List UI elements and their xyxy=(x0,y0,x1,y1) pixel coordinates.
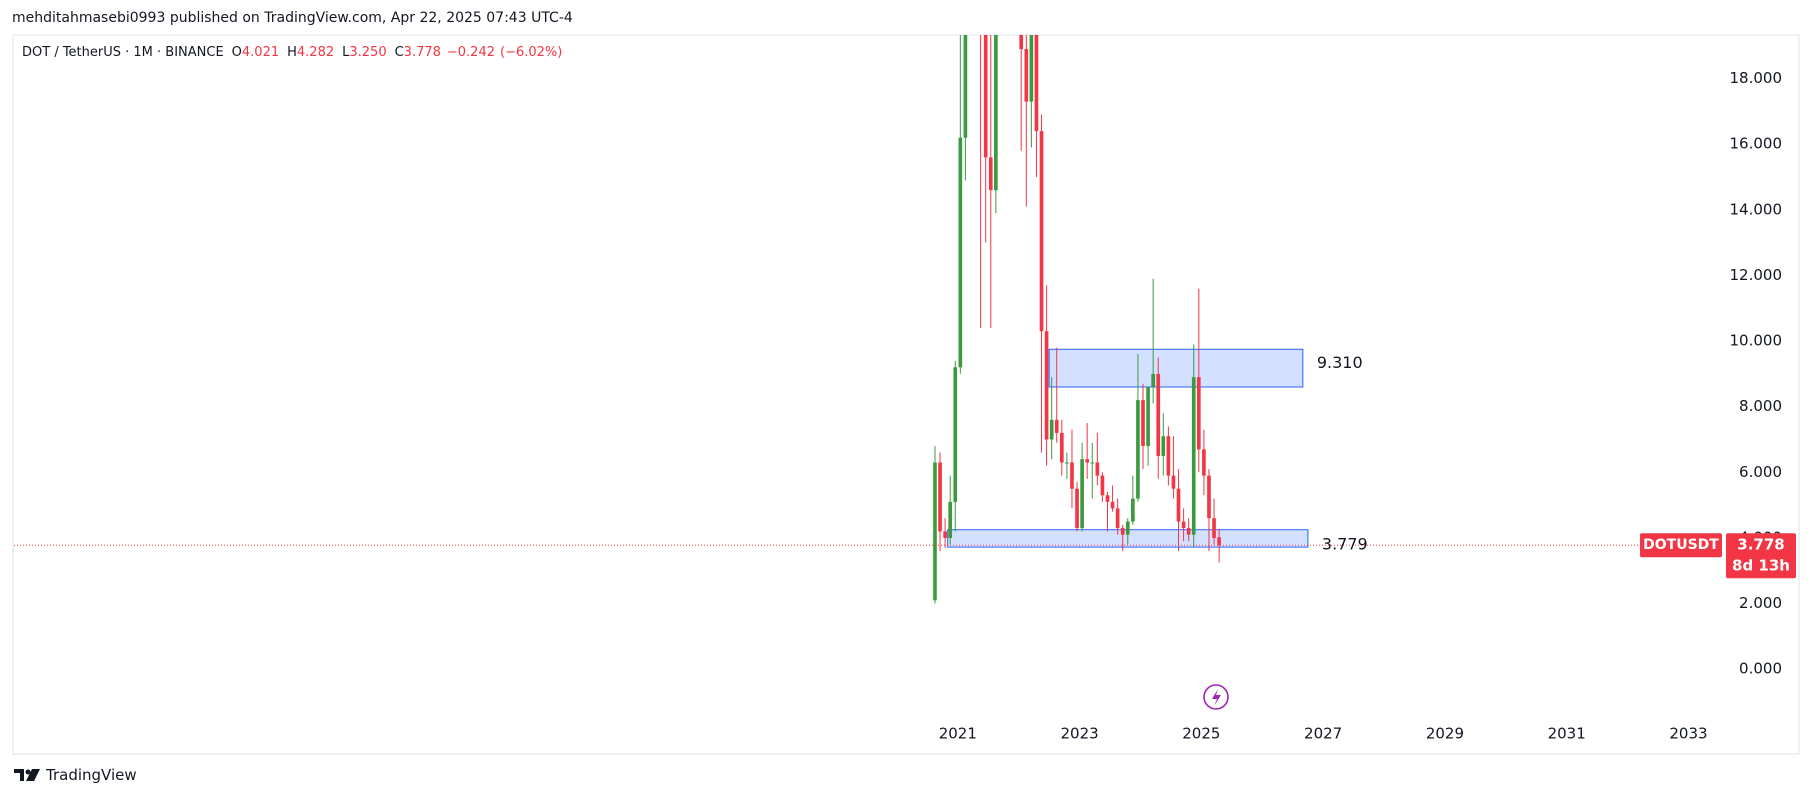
candle-body xyxy=(958,137,963,368)
candle-body xyxy=(1095,462,1100,476)
candle-body xyxy=(1166,436,1171,476)
symbol-legend: DOT / TetherUS · 1M · BINANCE O4.021 H4.28… xyxy=(22,45,562,60)
grid xyxy=(957,78,1728,723)
y-tick-label: 18.000 xyxy=(1730,69,1783,87)
candle-body xyxy=(943,531,947,538)
candle-body xyxy=(1212,518,1216,538)
candle-body xyxy=(1105,495,1110,502)
candle-body xyxy=(988,157,993,191)
candle-body xyxy=(938,462,942,532)
candle-body xyxy=(1065,462,1069,464)
candle-body xyxy=(1100,475,1105,496)
x-tick-label: 2027 xyxy=(1304,725,1342,743)
x-tick-label: 2033 xyxy=(1669,725,1707,743)
candle-body xyxy=(983,35,988,158)
y-tick-label: 16.000 xyxy=(1730,135,1783,153)
replay-icon[interactable] xyxy=(1203,684,1229,710)
brand-logo xyxy=(14,769,40,781)
candle-body xyxy=(1024,49,1029,102)
publish-header: mehditahmasebi0993 published on TradingV… xyxy=(12,10,573,26)
candle-body xyxy=(1120,528,1125,535)
y-tick-label: 12.000 xyxy=(1730,266,1783,284)
y-tick-label: 14.000 xyxy=(1730,200,1783,218)
plot-area xyxy=(14,35,1724,604)
candle-body xyxy=(963,35,968,138)
axes: 0.0002.0004.0006.0008.00010.00012.00014.… xyxy=(939,69,1782,742)
y-tick-label: 0.000 xyxy=(1739,660,1782,678)
price-tag-value: 3.778 xyxy=(1737,536,1784,554)
brand-name: TradingView xyxy=(46,766,137,784)
candle-body xyxy=(1181,521,1186,529)
candle-body xyxy=(1207,475,1211,519)
candle-body xyxy=(948,501,953,538)
x-tick-label: 2021 xyxy=(939,725,977,743)
y-tick-label: 8.000 xyxy=(1739,397,1782,415)
candle-body xyxy=(1125,521,1130,535)
ohlc-key: O xyxy=(231,45,242,60)
candle-body xyxy=(1176,488,1181,522)
symbol-tag-text: DOTUSDT xyxy=(1643,537,1719,553)
zone-level-label: 9.310 xyxy=(1317,353,1363,372)
ohlc-key: L xyxy=(342,45,350,60)
candle-body xyxy=(1156,373,1161,456)
candle-body xyxy=(1070,462,1074,489)
candle-body xyxy=(1054,419,1059,433)
ohlc-value: 3.778 xyxy=(403,45,441,60)
candle-body xyxy=(1186,528,1191,535)
candle-body xyxy=(1131,498,1135,522)
candle-body xyxy=(1049,419,1054,440)
y-tick-label: 2.000 xyxy=(1739,594,1782,612)
candle-body xyxy=(1161,436,1166,456)
ohlc-value: 3.250 xyxy=(349,45,387,60)
candle-body xyxy=(1136,400,1140,499)
candle-body xyxy=(1034,35,1039,132)
candle-body xyxy=(1075,488,1079,529)
price-tag xyxy=(1726,533,1796,579)
ohlc-key: H xyxy=(287,45,297,60)
candle-body xyxy=(1039,131,1044,332)
x-tick-label: 2031 xyxy=(1548,725,1586,743)
y-tick-label: 6.000 xyxy=(1739,463,1782,481)
candle-body xyxy=(1029,35,1034,102)
ohlc-key: C xyxy=(394,45,404,60)
candle-body xyxy=(1110,501,1115,509)
x-tick-label: 2023 xyxy=(1060,725,1098,743)
candle-body xyxy=(933,462,937,601)
candle-body xyxy=(1115,508,1120,529)
candle-body xyxy=(1141,400,1145,447)
candle-body xyxy=(1191,377,1196,535)
candle-body xyxy=(994,35,998,191)
candle-body xyxy=(1196,377,1201,450)
symbol-tag xyxy=(1640,533,1722,558)
candle-body xyxy=(1090,462,1095,464)
change-percent: (−6.02%) xyxy=(500,45,563,60)
x-tick-label: 2025 xyxy=(1182,725,1220,743)
x-tick-label: 2029 xyxy=(1426,725,1464,743)
candle-body xyxy=(1202,449,1206,476)
footer: TradingView xyxy=(14,766,137,784)
change-value: −0.242 xyxy=(446,45,495,60)
candle-body xyxy=(1146,387,1150,447)
ohlc-value: 4.021 xyxy=(241,45,280,60)
candle-body xyxy=(1080,459,1084,529)
chart-frame xyxy=(12,34,1800,755)
candle-body xyxy=(1217,537,1221,546)
candle-body xyxy=(1171,475,1176,489)
candle-body xyxy=(1059,432,1064,463)
price-tag-countdown: 8d 13h xyxy=(1732,557,1790,575)
zone-level-label: 3.779 xyxy=(1322,535,1368,554)
candle-body xyxy=(1019,35,1024,50)
candle-body xyxy=(1151,373,1155,388)
symbol-name: DOT / TetherUS · 1M · BINANCE xyxy=(22,45,224,60)
candle-body xyxy=(1044,331,1049,440)
zone-box xyxy=(1048,348,1304,388)
candle-body xyxy=(953,367,958,502)
y-tick-label: 10.000 xyxy=(1730,332,1783,350)
ohlc-value: 4.282 xyxy=(296,45,335,60)
candle-body xyxy=(1085,459,1090,463)
